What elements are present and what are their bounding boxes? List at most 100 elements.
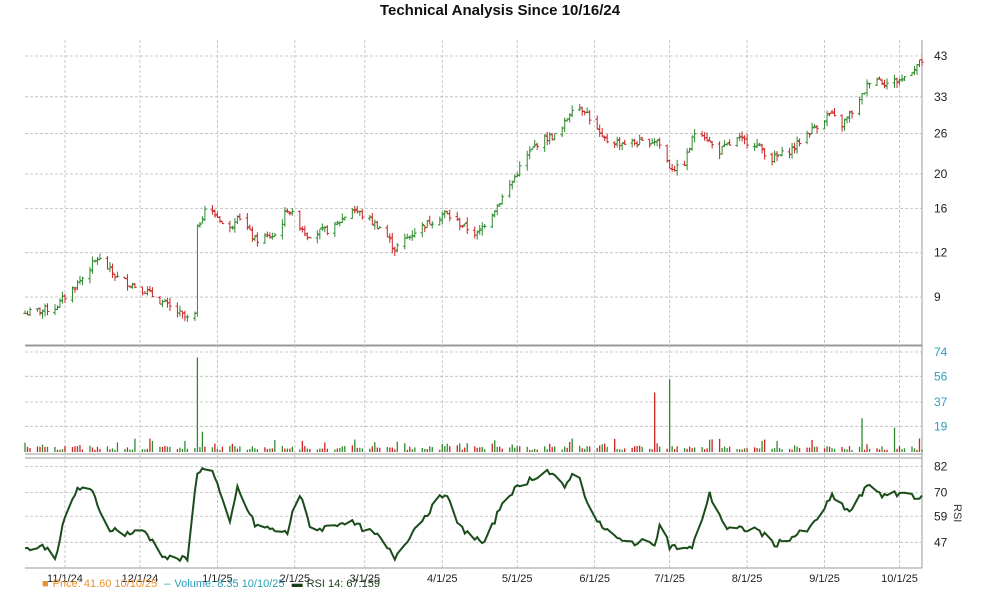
price-bar xyxy=(125,274,130,291)
price-bar xyxy=(845,116,849,124)
price-bar xyxy=(745,134,749,149)
price-bar xyxy=(897,78,902,85)
price-bar xyxy=(40,309,45,319)
price-bar xyxy=(392,246,397,256)
x-tick-label: 12/1/24 xyxy=(122,573,159,585)
price-bar xyxy=(652,138,657,146)
volume-bars xyxy=(24,357,923,452)
price-bar xyxy=(737,132,742,141)
price-bar xyxy=(735,137,739,147)
price-bar xyxy=(407,235,412,241)
price-bar xyxy=(215,211,220,218)
price-y-tick-label: 26 xyxy=(934,127,948,141)
price-bar xyxy=(465,217,470,234)
price-bar xyxy=(900,74,904,83)
price-bar xyxy=(230,225,235,230)
price-bar xyxy=(885,78,889,90)
price-bar xyxy=(755,138,759,149)
price-bar xyxy=(550,133,555,141)
price-bar xyxy=(770,152,774,166)
price-bar xyxy=(113,273,117,281)
price-bar xyxy=(717,141,722,160)
price-bar xyxy=(233,218,237,233)
price-bar xyxy=(830,109,834,114)
price-bar xyxy=(515,171,520,178)
price-bar xyxy=(667,159,672,169)
price-bar xyxy=(145,286,150,296)
price-bar xyxy=(860,93,864,105)
price-bar xyxy=(757,143,762,147)
price-bar xyxy=(810,122,814,134)
legend-rsi: RSI 14: 67.159 xyxy=(306,578,380,590)
price-bar xyxy=(797,138,802,147)
price-bar xyxy=(597,124,602,137)
price-bar xyxy=(482,223,487,229)
x-tick-label: 11/1/24 xyxy=(47,573,83,585)
price-bar xyxy=(248,224,252,230)
chart-legend: ■ Price: 41.60 10/10/25 – Volume: 8.35 10/… xyxy=(42,578,384,590)
price-bar xyxy=(547,131,552,145)
price-bar xyxy=(422,225,427,232)
price-bar xyxy=(245,213,250,230)
price-bar xyxy=(160,299,165,308)
price-bar xyxy=(88,266,92,284)
price-bar xyxy=(707,136,712,142)
price-bar xyxy=(273,232,277,237)
price-bar xyxy=(687,147,692,153)
price-bar xyxy=(920,58,924,66)
volume-y-tick-label: 37 xyxy=(934,395,948,409)
price-bar xyxy=(832,107,837,117)
price-bar xyxy=(542,134,547,152)
price-bar xyxy=(902,76,907,82)
price-bar xyxy=(78,275,82,285)
price-bar xyxy=(350,207,355,219)
price-bar xyxy=(45,303,50,316)
price-bar xyxy=(168,297,172,312)
price-bar xyxy=(63,293,67,304)
price-bar xyxy=(73,286,77,293)
price-bar xyxy=(570,105,574,118)
price-bar xyxy=(567,113,572,123)
price-bar xyxy=(562,117,567,133)
price-bar xyxy=(825,110,829,127)
price-bar xyxy=(892,74,897,88)
price-bar xyxy=(360,209,365,220)
price-bar xyxy=(495,204,500,216)
price-bar xyxy=(253,234,257,242)
chart-title: Technical Analysis Since 10/16/24 xyxy=(379,2,621,19)
price-bar xyxy=(148,286,152,292)
price-bar xyxy=(387,233,392,243)
price-bar xyxy=(378,225,382,229)
price-bar xyxy=(318,228,322,240)
price-bar xyxy=(58,298,62,309)
price-bar xyxy=(655,139,659,147)
price-bar xyxy=(108,261,112,273)
price-bar xyxy=(255,232,260,247)
price-y-tick-label: 33 xyxy=(934,90,948,104)
price-bar xyxy=(650,138,654,145)
price-bar xyxy=(475,230,480,240)
rsi-y-tick-label: 47 xyxy=(934,535,948,549)
price-bar xyxy=(720,145,724,155)
price-bar xyxy=(632,138,637,146)
price-bars xyxy=(23,58,924,322)
price-bar xyxy=(490,213,495,229)
price-y-tick-label: 9 xyxy=(934,290,941,304)
price-bar xyxy=(195,224,200,317)
price-bar xyxy=(880,79,884,85)
price-bar xyxy=(210,205,215,215)
price-bar xyxy=(477,224,482,235)
price-bar xyxy=(692,128,697,143)
price-bar xyxy=(647,138,652,148)
price-bar xyxy=(582,110,587,116)
price-bar xyxy=(600,127,604,138)
legend-volume: Volume: 8.35 10/10/25 xyxy=(174,578,285,590)
x-tick-label: 2/1/25 xyxy=(280,573,311,585)
price-bar xyxy=(198,221,202,228)
price-bar xyxy=(280,219,285,240)
price-bar xyxy=(682,160,687,167)
price-bar xyxy=(620,142,624,150)
price-bar xyxy=(875,77,879,86)
price-bar xyxy=(472,226,477,239)
